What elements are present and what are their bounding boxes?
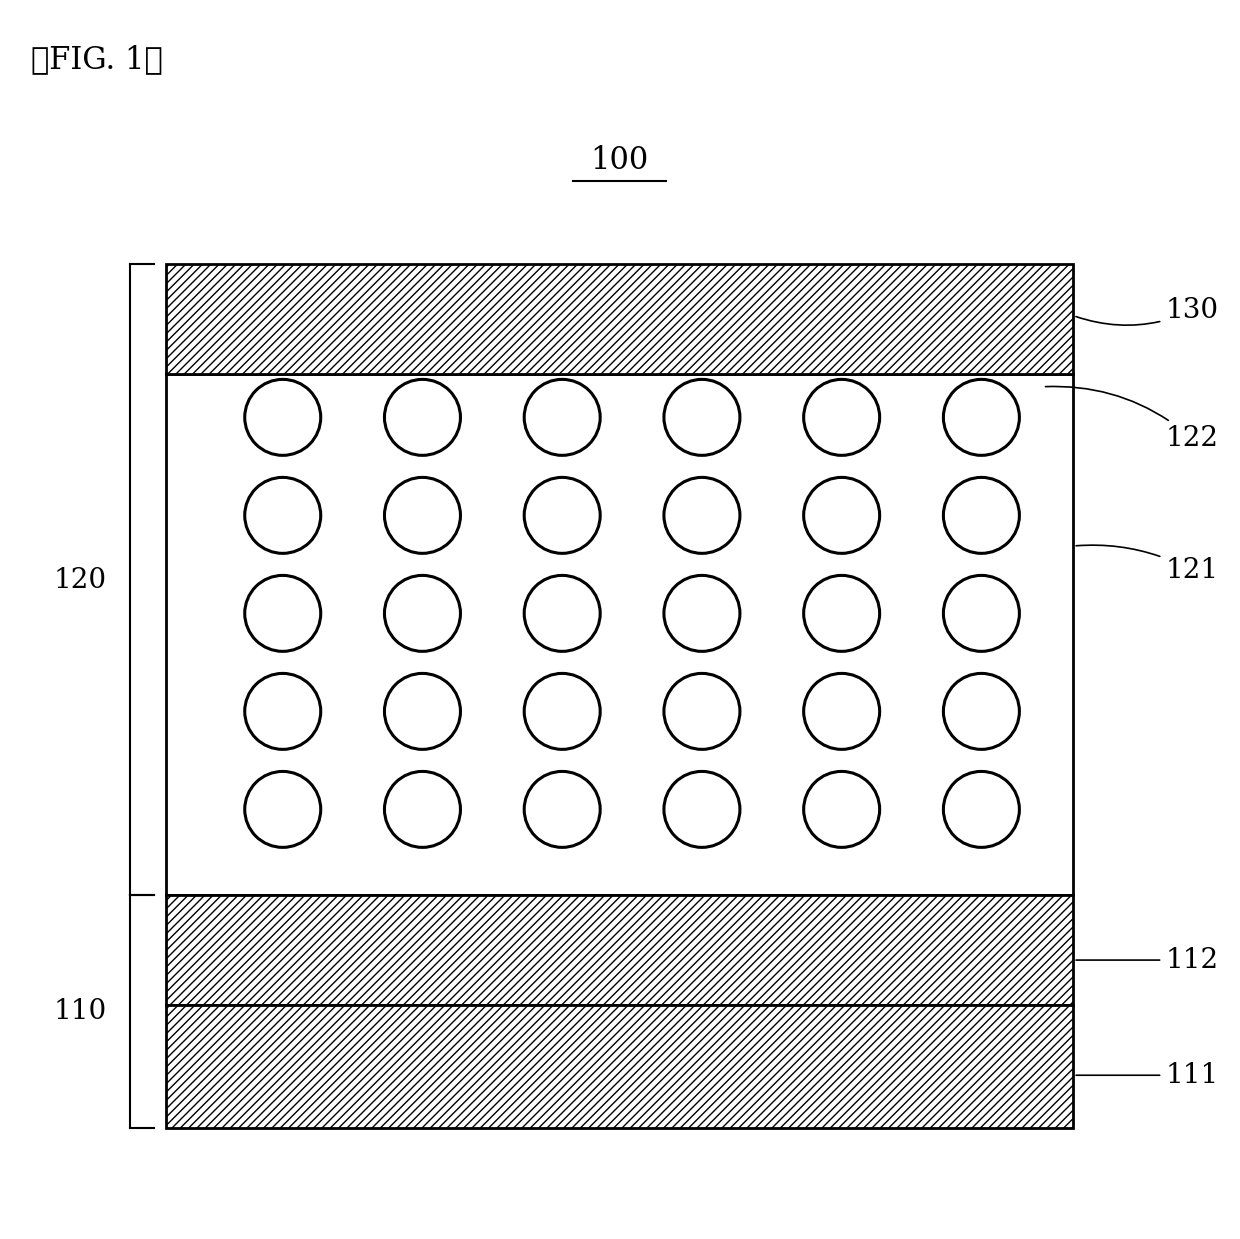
Text: 130: 130: [1076, 297, 1219, 325]
Circle shape: [384, 379, 460, 456]
Bar: [166, 895, 1074, 1005]
Circle shape: [244, 575, 321, 652]
Circle shape: [384, 575, 460, 652]
Text: 110: 110: [53, 999, 107, 1025]
Circle shape: [663, 379, 740, 456]
Circle shape: [525, 477, 600, 554]
Circle shape: [944, 575, 1019, 652]
Text: 112: 112: [1076, 947, 1219, 974]
Circle shape: [244, 379, 321, 456]
Circle shape: [804, 379, 879, 456]
Circle shape: [384, 772, 460, 847]
Circle shape: [944, 674, 1019, 750]
Circle shape: [663, 575, 740, 652]
Circle shape: [944, 379, 1019, 456]
Circle shape: [804, 477, 879, 554]
Text: 《FIG. 1》: 《FIG. 1》: [31, 43, 164, 74]
Text: 100: 100: [590, 145, 649, 176]
Circle shape: [944, 477, 1019, 554]
Bar: [166, 264, 1074, 374]
Circle shape: [944, 772, 1019, 847]
Circle shape: [525, 379, 600, 456]
Text: 122: 122: [1045, 387, 1218, 452]
Circle shape: [244, 477, 321, 554]
Circle shape: [663, 477, 740, 554]
Text: 111: 111: [1076, 1062, 1219, 1089]
Circle shape: [525, 674, 600, 750]
Circle shape: [663, 674, 740, 750]
Circle shape: [244, 674, 321, 750]
Circle shape: [804, 575, 879, 652]
Bar: [166, 374, 1074, 895]
Circle shape: [804, 772, 879, 847]
Circle shape: [525, 575, 600, 652]
Circle shape: [384, 674, 460, 750]
Bar: [166, 1005, 1074, 1127]
Circle shape: [525, 772, 600, 847]
Circle shape: [804, 674, 879, 750]
Circle shape: [244, 772, 321, 847]
Text: 121: 121: [1076, 545, 1219, 584]
Circle shape: [663, 772, 740, 847]
Text: 120: 120: [53, 566, 107, 593]
Circle shape: [384, 477, 460, 554]
